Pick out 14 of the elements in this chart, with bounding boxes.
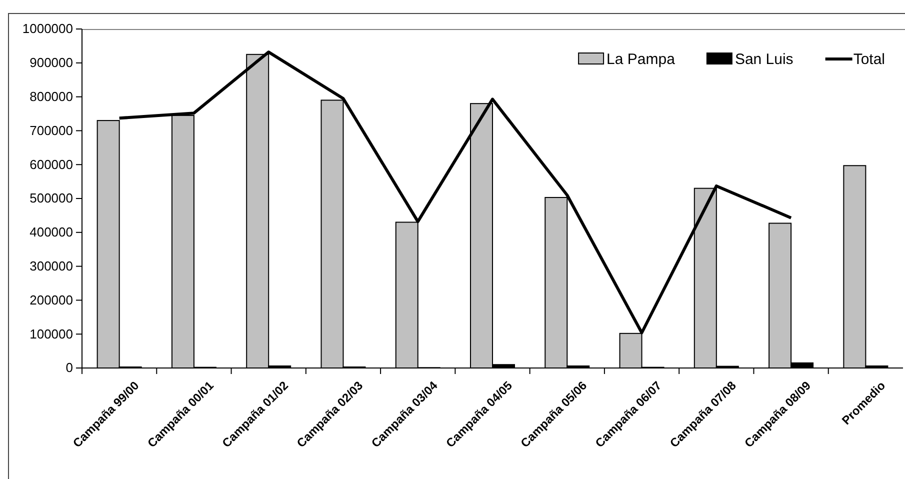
y-tick-label: 0 — [66, 360, 73, 376]
y-tick-label: 600000 — [30, 156, 73, 172]
legend-label: San Luis — [734, 51, 794, 68]
y-tick-label: 900000 — [30, 55, 73, 70]
y-tick-label: 700000 — [30, 122, 73, 138]
y-tick-label: 200000 — [30, 292, 73, 308]
legend-label: Total — [853, 51, 885, 68]
y-tick-label: 500000 — [30, 190, 73, 206]
y-tick-label: 100000 — [30, 326, 73, 342]
legend-label: La Pampa — [606, 51, 676, 68]
y-tick-label: 300000 — [30, 258, 73, 274]
y-tick-label: 800000 — [30, 88, 73, 104]
y-tick-label: 400000 — [30, 224, 73, 240]
y-tick-label: 1000000 — [22, 21, 73, 36]
